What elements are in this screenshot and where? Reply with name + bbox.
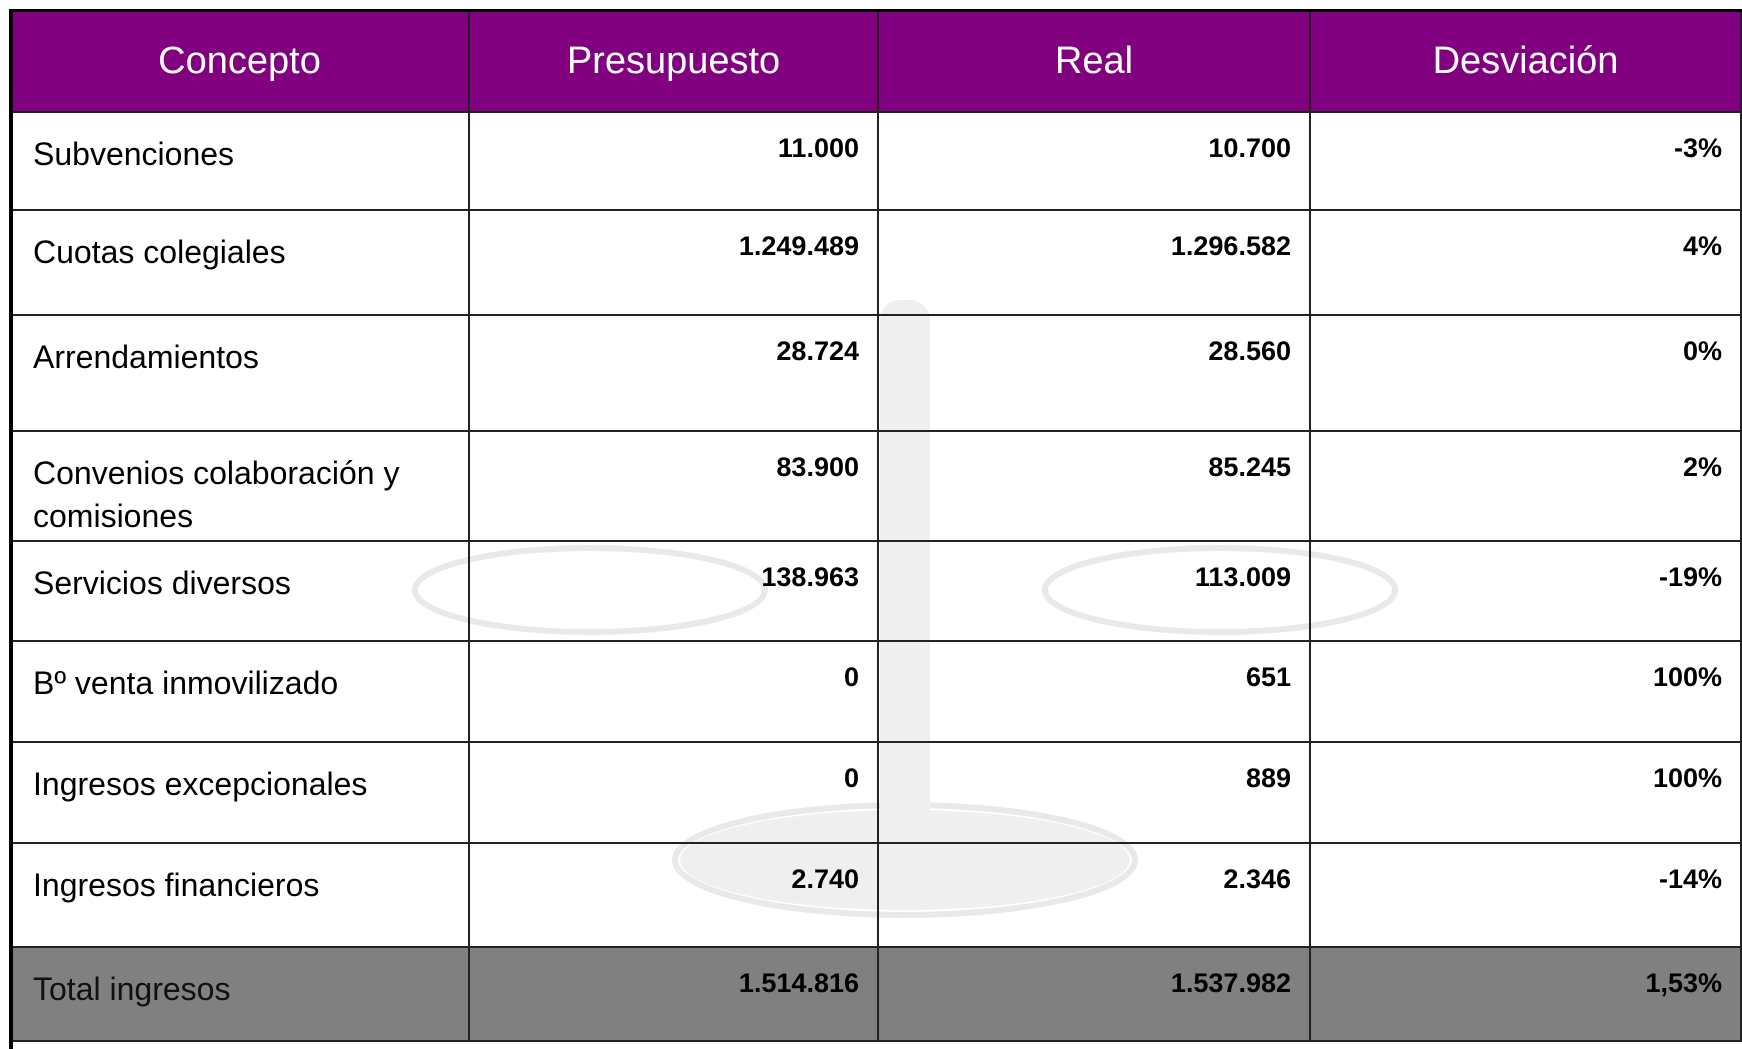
row-label: Ingresos financieros xyxy=(11,844,470,948)
row-value: 85.245 xyxy=(879,432,1311,542)
row-value: 889 xyxy=(879,743,1311,844)
header-cell: Desviación xyxy=(1311,11,1742,113)
row-label: Convenios colaboración y comisiones xyxy=(11,432,470,542)
row-value: 10.700 xyxy=(879,113,1311,211)
row-value: 0% xyxy=(1311,316,1742,432)
total-value: 1.514.816 xyxy=(470,948,879,1042)
row-value: -3% xyxy=(1311,113,1742,211)
row-value: 138.963 xyxy=(470,542,879,642)
row-value: 2% xyxy=(1311,432,1742,542)
row-value: 83.900 xyxy=(470,432,879,542)
row-value: -14% xyxy=(1311,844,1742,948)
row-value: 1.249.489 xyxy=(470,211,879,316)
header-cell: Concepto xyxy=(11,11,470,113)
header-cell: Real xyxy=(879,11,1311,113)
header-cell: Presupuesto xyxy=(470,11,879,113)
row-value: 0 xyxy=(470,743,879,844)
row-label: Subvenciones xyxy=(11,113,470,211)
total-value: 1.537.982 xyxy=(879,948,1311,1042)
row-label: Ingresos excepcionales xyxy=(11,743,470,844)
row-value: -19% xyxy=(1311,542,1742,642)
row-label: Cuotas colegiales xyxy=(11,211,470,316)
row-value: 28.560 xyxy=(879,316,1311,432)
row-value: 651 xyxy=(879,642,1311,743)
row-value: 28.724 xyxy=(470,316,879,432)
row-label: Arrendamientos xyxy=(11,316,470,432)
row-value: 100% xyxy=(1311,743,1742,844)
row-value: 11.000 xyxy=(470,113,879,211)
row-label: Bº venta inmovilizado xyxy=(11,642,470,743)
total-value: 1,53% xyxy=(1311,948,1742,1042)
row-value: 4% xyxy=(1311,211,1742,316)
row-value: 0 xyxy=(470,642,879,743)
row-value: 113.009 xyxy=(879,542,1311,642)
row-value: 2.346 xyxy=(879,844,1311,948)
row-value: 1.296.582 xyxy=(879,211,1311,316)
row-value: 100% xyxy=(1311,642,1742,743)
row-label: Servicios diversos xyxy=(11,542,470,642)
row-value: 2.740 xyxy=(470,844,879,948)
total-label: Total ingresos xyxy=(11,948,470,1042)
